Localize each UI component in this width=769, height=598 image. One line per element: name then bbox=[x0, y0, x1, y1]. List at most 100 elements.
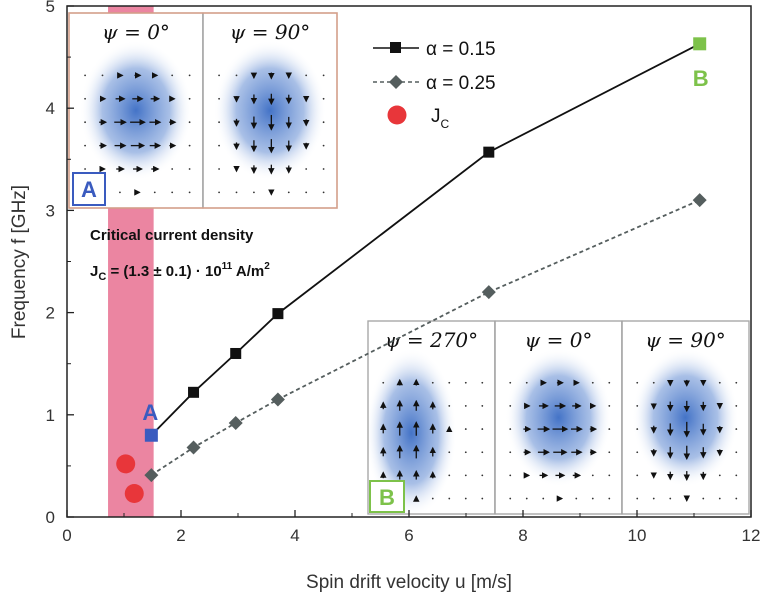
vector-dot bbox=[735, 428, 738, 430]
series-1-point bbox=[228, 415, 243, 430]
vector-dot bbox=[735, 405, 738, 407]
vector-dot bbox=[525, 381, 528, 384]
vector-dot bbox=[669, 497, 672, 500]
jc-point bbox=[124, 483, 144, 503]
magnetization-density bbox=[213, 40, 327, 181]
vector-dot bbox=[171, 74, 174, 77]
series-0-point bbox=[188, 386, 200, 398]
vector-dot bbox=[591, 474, 594, 477]
legend-marker-alpha-025 bbox=[389, 75, 403, 89]
vector-dot bbox=[608, 497, 611, 500]
vector-dot bbox=[652, 381, 655, 384]
y-tick-label: 3 bbox=[46, 201, 55, 220]
vector-dot bbox=[218, 191, 220, 194]
legend-marker-jc bbox=[387, 105, 407, 125]
vector-dot bbox=[636, 497, 639, 500]
jc-point bbox=[116, 454, 136, 474]
vector-dot bbox=[636, 451, 639, 454]
point-label-a: A bbox=[142, 400, 158, 425]
x-tick-label: 8 bbox=[518, 526, 527, 545]
vector-dot bbox=[153, 191, 156, 194]
vector-dot bbox=[652, 497, 655, 500]
vector-dot bbox=[188, 121, 191, 124]
series-0-point bbox=[483, 146, 495, 158]
vector-dot bbox=[608, 428, 611, 430]
vector-dot bbox=[636, 474, 639, 477]
inset-panel: ψ = 90° bbox=[202, 12, 338, 209]
vector-dot bbox=[101, 74, 104, 77]
vector-dot bbox=[735, 451, 738, 454]
vector-dot bbox=[322, 168, 325, 170]
series: AB bbox=[116, 37, 709, 503]
vector-dot bbox=[235, 74, 238, 77]
vector-dot bbox=[171, 191, 174, 194]
inset-panel: ψ = 0° bbox=[494, 320, 623, 515]
series-line-0 bbox=[150, 43, 701, 436]
legend-label-jc: JC bbox=[431, 106, 450, 131]
inset-psi-label: ψ = 90° bbox=[645, 328, 726, 352]
legend: α = 0.15 α = 0.25 JC bbox=[373, 39, 496, 131]
vector-dot bbox=[287, 191, 290, 194]
inset-b-label: B bbox=[379, 485, 395, 510]
series-0-point bbox=[144, 428, 158, 442]
vector-dot bbox=[84, 74, 86, 77]
vector-dot bbox=[608, 405, 611, 407]
series-line-1 bbox=[150, 199, 701, 476]
inset-psi-label: ψ = 0° bbox=[102, 20, 170, 44]
vector-dot bbox=[608, 381, 611, 384]
vector-dot bbox=[84, 144, 86, 147]
vector-dot bbox=[253, 191, 255, 194]
inset-b-badge bbox=[369, 480, 405, 513]
series-1-point bbox=[270, 392, 285, 407]
vector-dot bbox=[448, 381, 451, 384]
legend-marker-alpha-015 bbox=[390, 42, 401, 53]
vector-dot bbox=[448, 405, 451, 407]
vector-dot bbox=[735, 497, 738, 500]
insets: ψ = 0° ψ = 90° Aψ = 270° ψ = 0° ψ = 90° B bbox=[68, 12, 750, 518]
vector-dot bbox=[481, 497, 484, 500]
vector-dot bbox=[119, 191, 121, 194]
vector-dot bbox=[718, 497, 721, 500]
vector-dot bbox=[509, 451, 512, 454]
inset-a-frame bbox=[68, 12, 338, 209]
magnetization-density bbox=[632, 348, 739, 487]
series-1-point bbox=[692, 193, 707, 208]
x-tick-label: 4 bbox=[290, 526, 299, 545]
vector-dot bbox=[322, 191, 325, 194]
vector-dot bbox=[235, 191, 238, 194]
critical-density-title: Critical current density bbox=[90, 227, 254, 244]
vector-dot bbox=[448, 474, 451, 477]
series-1-point bbox=[144, 468, 159, 483]
vector-dot bbox=[84, 168, 86, 170]
vector-dot bbox=[481, 405, 484, 407]
vector-dot bbox=[735, 381, 738, 384]
vector-dot bbox=[608, 451, 611, 454]
vector-dot bbox=[542, 497, 545, 500]
vector-dot bbox=[464, 474, 467, 477]
vector-dot bbox=[322, 121, 325, 124]
vector-dot bbox=[218, 74, 220, 77]
vector-dot bbox=[702, 497, 705, 500]
vector-dot bbox=[382, 381, 385, 384]
y-axis-label: Frequency f [GHz] bbox=[9, 185, 30, 339]
series-1-point bbox=[481, 285, 496, 300]
vector-dot bbox=[218, 168, 220, 170]
vector-dot bbox=[84, 121, 86, 124]
vector-dot bbox=[322, 144, 325, 147]
series-0-point bbox=[272, 308, 284, 320]
vector-dot bbox=[448, 451, 451, 454]
y-tick-label: 4 bbox=[46, 99, 55, 118]
magnetization-density bbox=[505, 348, 612, 487]
x-tick-label: 0 bbox=[62, 526, 71, 545]
vector-dot bbox=[464, 381, 467, 384]
vector-dot bbox=[188, 97, 191, 100]
vector-dot bbox=[509, 474, 512, 477]
critical-density-formula: JC = (1.3 ± 0.1) · 1011 A/m2 bbox=[90, 261, 270, 283]
inset-psi-label: ψ = 0° bbox=[525, 328, 593, 352]
inset-psi-label: ψ = 270° bbox=[385, 328, 478, 352]
vector-dot bbox=[636, 381, 639, 384]
vector-dot bbox=[322, 97, 325, 100]
vector-dot bbox=[591, 497, 594, 500]
vector-dot bbox=[509, 405, 512, 407]
vector-dot bbox=[464, 405, 467, 407]
